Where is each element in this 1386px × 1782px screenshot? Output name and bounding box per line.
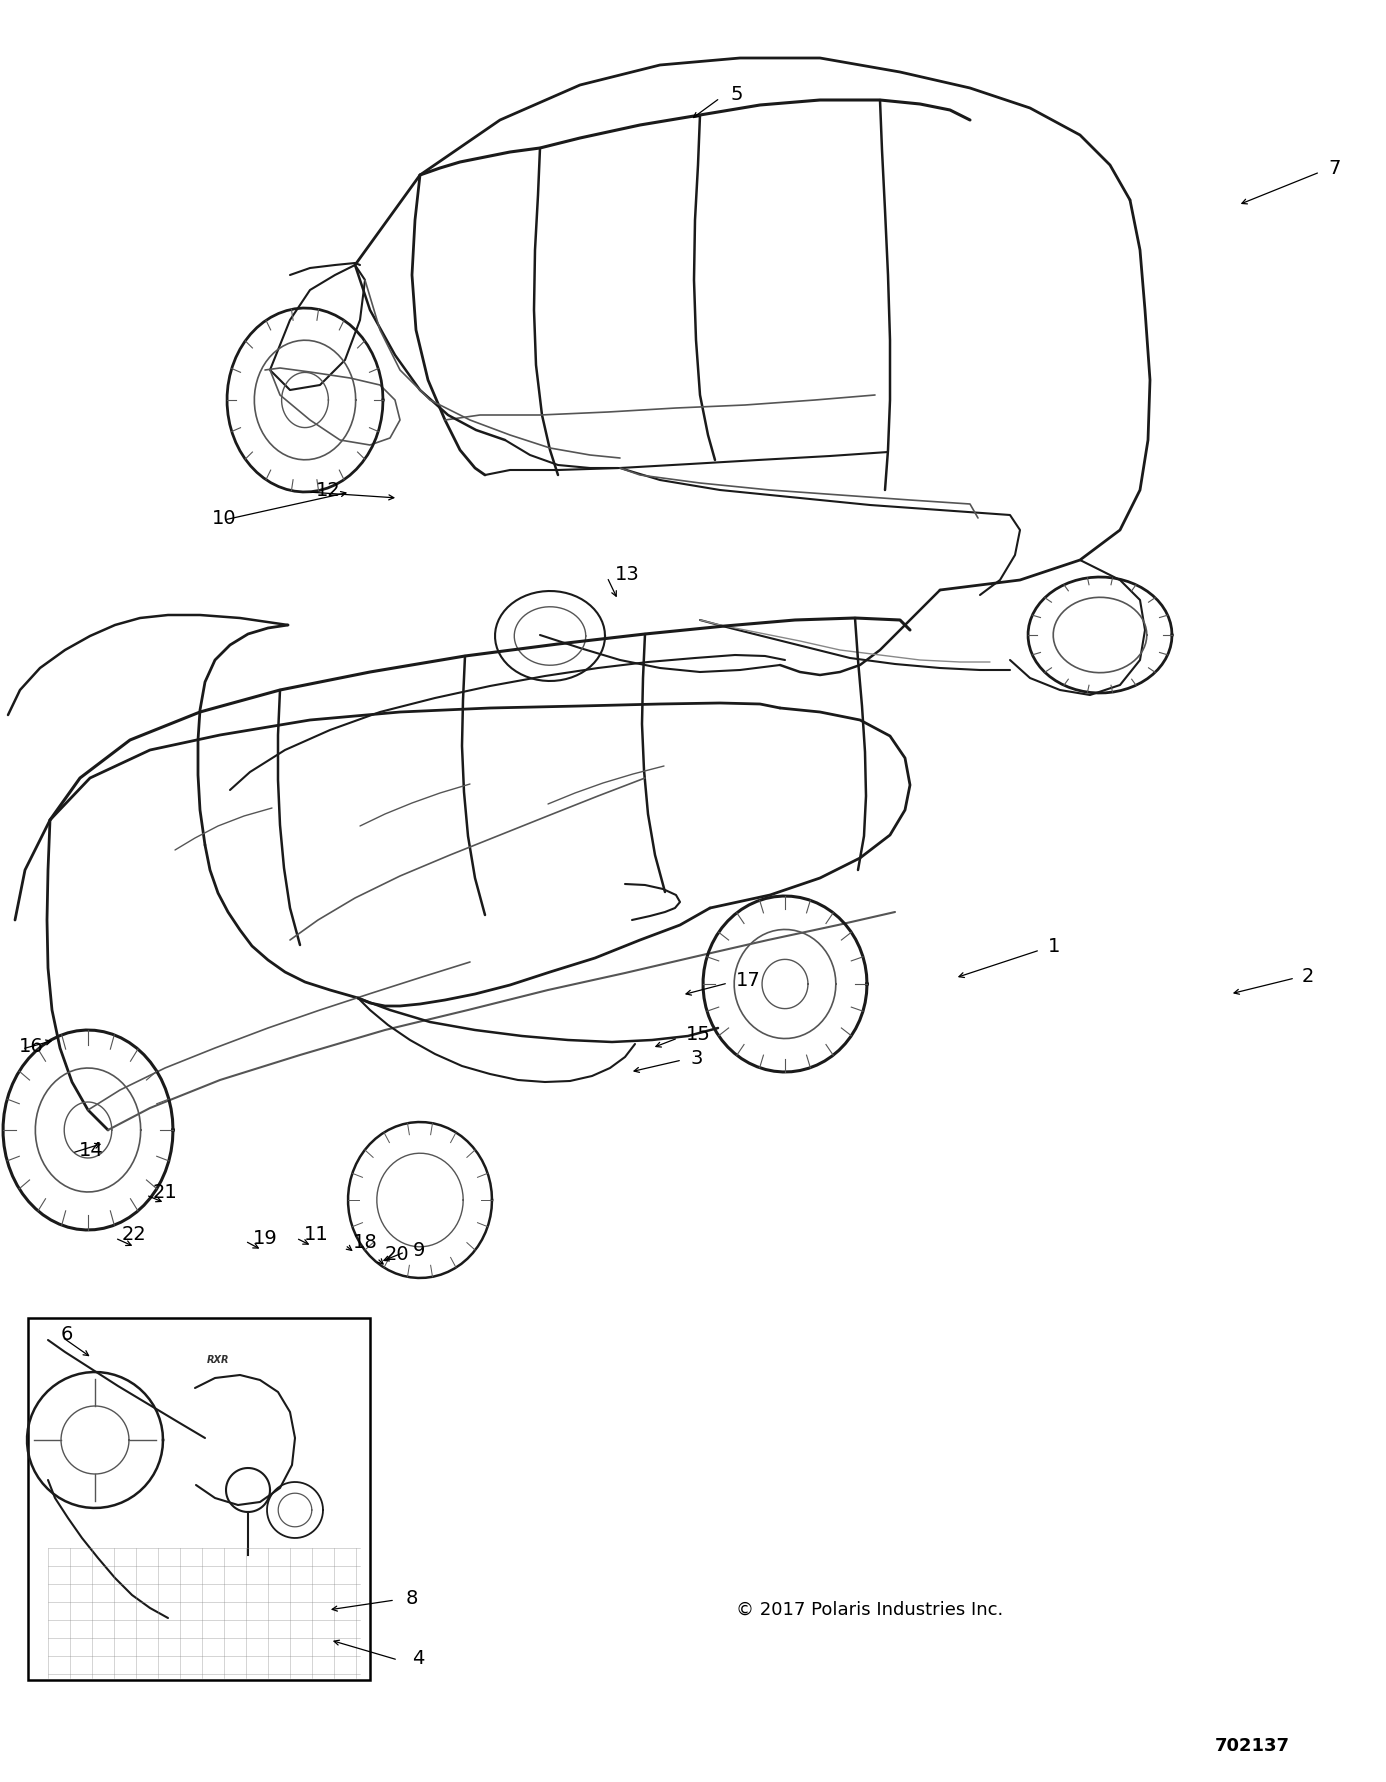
- Text: 1: 1: [1048, 937, 1060, 957]
- Text: 22: 22: [122, 1226, 147, 1244]
- Bar: [28, 1319, 370, 1680]
- Text: 12: 12: [316, 481, 341, 499]
- Text: 2: 2: [1301, 966, 1314, 985]
- Text: 16: 16: [19, 1037, 44, 1055]
- Text: 14: 14: [79, 1140, 104, 1160]
- Text: 11: 11: [304, 1226, 328, 1244]
- Text: 3: 3: [690, 1048, 703, 1067]
- Text: 13: 13: [615, 565, 640, 583]
- Text: 17: 17: [736, 971, 761, 989]
- Text: RXR: RXR: [207, 1354, 229, 1365]
- Text: 21: 21: [152, 1183, 177, 1201]
- Text: 9: 9: [413, 1240, 426, 1260]
- Text: 6: 6: [61, 1324, 73, 1344]
- Text: 19: 19: [254, 1228, 277, 1247]
- Text: 702137: 702137: [1216, 1737, 1290, 1755]
- Text: 7: 7: [1328, 159, 1340, 178]
- Text: 8: 8: [406, 1588, 419, 1607]
- Text: © 2017 Polaris Industries Inc.: © 2017 Polaris Industries Inc.: [736, 1600, 1003, 1620]
- Text: 10: 10: [212, 508, 237, 527]
- Text: 20: 20: [385, 1246, 410, 1265]
- Text: 5: 5: [730, 86, 743, 105]
- Text: 4: 4: [412, 1648, 424, 1668]
- Text: 15: 15: [686, 1025, 711, 1044]
- Text: 18: 18: [353, 1233, 378, 1251]
